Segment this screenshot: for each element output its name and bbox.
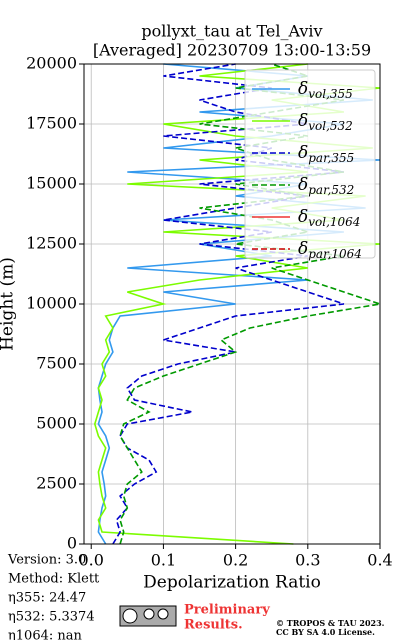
y-tick-label: 0 [67, 534, 77, 553]
info-text: η532: 5.3374 [8, 610, 95, 625]
legend-symbol: δ [298, 207, 308, 227]
y-tick-label: 10000 [26, 294, 77, 313]
y-axis-label: Height (m) [0, 257, 18, 351]
y-tick-label: 5000 [36, 414, 77, 433]
legend-label: δpar,532 [298, 175, 354, 197]
legend-subscript: par,532 [308, 183, 354, 197]
legend-symbol: δ [298, 111, 308, 131]
plot-frame [83, 63, 381, 545]
legend-symbol: δ [298, 239, 308, 259]
cc-logo [119, 605, 177, 627]
chart-title: pollyxt_tau at Tel_Aviv [141, 22, 322, 41]
legend-symbol: δ [298, 143, 308, 163]
x-axis-label: Depolarization Ratio [143, 573, 321, 593]
y-tick-label: 17500 [26, 114, 77, 133]
notice-text: Preliminary [184, 603, 270, 618]
legend-subscript: par,1064 [308, 247, 362, 261]
copyright-text: © TROPOS & TAU 2023. [276, 618, 385, 628]
legend-label: δvol,532 [298, 111, 353, 133]
legend-symbol: δ [298, 79, 308, 99]
y-tick-label: 20000 [26, 54, 77, 73]
legend-subscript: vol,1064 [308, 215, 360, 229]
x-tick-label: 0.2 [223, 551, 248, 570]
legend-label: δvol,355 [298, 79, 353, 101]
y-tick-label: 2500 [36, 474, 77, 493]
profile-line [97, 63, 381, 545]
info-text: η355: 24.47 [8, 591, 86, 606]
info-text: Version: 3.0 [7, 553, 86, 568]
x-tick-label: 0.0 [78, 551, 103, 570]
y-tick-label: 12500 [26, 234, 77, 253]
profile-line [119, 63, 381, 545]
notice-text: Results. [184, 618, 243, 633]
profile-line [112, 63, 345, 545]
legend-subscript: vol,355 [308, 87, 353, 101]
legend-label: δpar,355 [298, 143, 354, 165]
legend-subscript: vol,532 [308, 119, 353, 133]
info-text: η1064: nan [8, 629, 83, 640]
x-tick-label: 0.1 [151, 551, 176, 570]
info-text: Method: Klett [8, 572, 100, 587]
x-tick-label: 0.3 [295, 551, 320, 570]
legend-label: δpar,1064 [298, 239, 362, 261]
legend-symbol: δ [298, 175, 308, 195]
legend-label: δvol,1064 [298, 207, 360, 229]
chart-title: [Averaged] 20230709 13:00-13:59 [93, 41, 371, 60]
copyright-text: CC BY SA 4.0 License. [276, 627, 375, 637]
y-tick-label: 7500 [36, 354, 77, 373]
legend-box [244, 69, 376, 259]
legend-subscript: par,355 [308, 151, 354, 165]
x-tick-label: 0.4 [367, 551, 392, 570]
y-tick-label: 15000 [26, 174, 77, 193]
